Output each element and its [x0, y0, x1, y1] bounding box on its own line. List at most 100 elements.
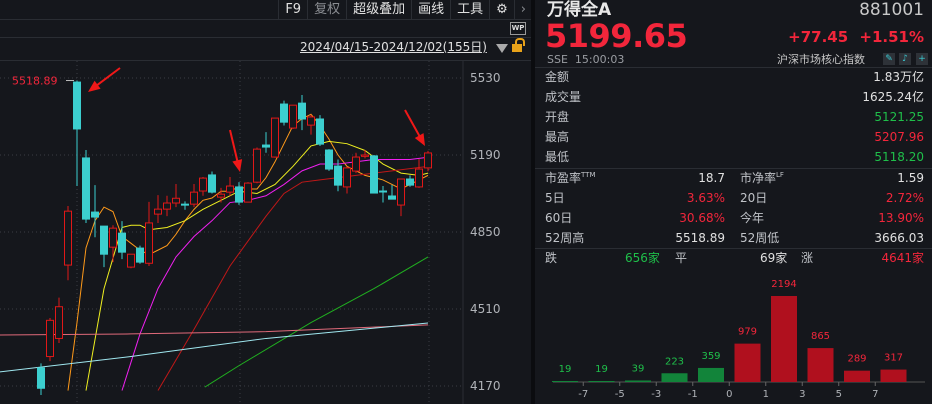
- candle: [235, 182, 243, 205]
- moving-average-line: [204, 256, 429, 388]
- stat-label: 52周低: [740, 231, 780, 245]
- candle: [424, 150, 432, 172]
- date-range-selector[interactable]: 2024/04/15-2024/12/02(155日): [300, 40, 487, 54]
- down-count: 656家: [625, 251, 660, 265]
- stat-label: 最低: [545, 150, 570, 164]
- y-tick-label: 5190: [470, 148, 501, 162]
- distribution-bar: [625, 380, 651, 382]
- candle: [199, 176, 207, 196]
- panel-divider[interactable]: [531, 0, 535, 404]
- flat-label: 平: [675, 251, 688, 265]
- quote-panel: 万得全A 881001 5199.65 +77.45 +1.51% SSE 15…: [535, 0, 932, 404]
- candle: [73, 80, 81, 187]
- up-count: 4641家: [881, 251, 924, 265]
- stat-value: 18.7: [698, 171, 725, 185]
- candle: [55, 297, 63, 343]
- candle: [145, 201, 153, 266]
- candle: [352, 152, 360, 174]
- bar-value-label: 317: [884, 353, 903, 364]
- toolbar-draw-button[interactable]: 画线: [411, 0, 450, 20]
- flat-count: 69家: [760, 251, 788, 265]
- pencil-icon[interactable]: ✎: [883, 53, 895, 65]
- stat-value: 1.83万亿: [873, 70, 924, 84]
- stat-label: 60日: [545, 211, 573, 225]
- x-tick-label: -5: [615, 389, 625, 400]
- bar-value-label: 39: [632, 363, 645, 374]
- x-tick-label: 5: [836, 389, 842, 400]
- candle: [154, 195, 162, 223]
- kline-panel: 5530 5190 4850 4510 4170 5518.89 F9 复权 超级叠加 画…: [0, 0, 532, 404]
- stat-row: 最高 5207.96: [535, 127, 932, 147]
- candle: [127, 253, 135, 269]
- candle: [289, 104, 297, 129]
- distribution-bar: [771, 296, 797, 382]
- bell-icon[interactable]: ♪: [899, 53, 911, 65]
- candle: [262, 132, 270, 153]
- candle: [397, 178, 405, 217]
- last-price: 5199.65: [545, 17, 688, 55]
- bar-value-label: 19: [559, 364, 572, 375]
- x-tick-label: -7: [578, 389, 588, 400]
- candle: [136, 245, 144, 264]
- exchange: SSE: [547, 53, 568, 66]
- stat-row: 60日 30.68% 今年 13.90%: [535, 208, 932, 228]
- stat-label: 市盈率TTM: [545, 171, 596, 185]
- distribution-bar: [661, 373, 688, 382]
- gear-icon[interactable]: ⚙: [489, 0, 514, 20]
- bar-value-label: 979: [738, 327, 757, 338]
- x-tick-label: 0: [726, 389, 732, 400]
- stat-row: 金额 1.83万亿: [535, 67, 932, 87]
- moving-average-line: [0, 324, 429, 336]
- toolbar-overlay-button[interactable]: 超级叠加: [346, 0, 411, 20]
- candle: [244, 182, 252, 203]
- distribution-bar: [844, 370, 870, 382]
- stat-value: 3.63%: [686, 191, 725, 205]
- stat-value: 2.72%: [885, 191, 924, 205]
- distribution-bar: [588, 381, 615, 382]
- toolbar-adjust-button[interactable]: 复权: [307, 0, 346, 20]
- divider: [535, 248, 932, 249]
- stat-value: 13.90%: [878, 211, 924, 225]
- stat-value: 30.68%: [679, 211, 725, 225]
- candle: [46, 318, 54, 362]
- candle: [388, 184, 396, 200]
- caret-down-icon[interactable]: [496, 44, 508, 53]
- plus-icon[interactable]: +: [916, 53, 928, 65]
- stat-label: 最高: [545, 130, 570, 144]
- distribution-bar: [698, 367, 724, 382]
- kline-chart[interactable]: 5530 5190 4850 4510 4170 5518.89: [0, 0, 532, 404]
- x-tick-label: -1: [688, 389, 698, 400]
- y-tick-label: 4510: [470, 302, 501, 316]
- candle: [172, 183, 180, 208]
- toolbar-tools-button[interactable]: 工具: [450, 0, 489, 20]
- candle: [208, 171, 216, 194]
- candle: [82, 150, 90, 223]
- divider: [0, 60, 532, 61]
- stat-value: 5118.20: [874, 150, 924, 164]
- divider: [0, 37, 532, 38]
- candle: [118, 221, 126, 260]
- candle: [91, 185, 99, 238]
- candle: [163, 195, 171, 217]
- stat-value: 5121.25: [874, 110, 924, 124]
- stat-row: 5日 3.63% 20日 2.72%: [535, 188, 932, 208]
- candle: [190, 183, 198, 208]
- x-tick-label: 3: [799, 389, 805, 400]
- lock-icon[interactable]: [512, 38, 525, 52]
- chevron-right-icon[interactable]: ›: [513, 0, 532, 20]
- stat-value: 1.59: [897, 171, 924, 185]
- red-arrow-icon: [88, 67, 121, 92]
- distribution-bar: [734, 343, 761, 382]
- wp-icon[interactable]: WP: [510, 22, 526, 35]
- divider: [535, 168, 932, 169]
- stat-label: 金额: [545, 70, 570, 84]
- security-name: 万得全A: [547, 0, 612, 20]
- candle: [226, 176, 234, 196]
- security-code: 881001: [859, 0, 924, 20]
- stat-value: 5207.96: [874, 130, 924, 144]
- exchange-time: SSE 15:00:03: [547, 54, 624, 66]
- candle: [100, 225, 108, 268]
- stat-label: 20日: [740, 191, 768, 205]
- toolbar-f9-button[interactable]: F9: [278, 0, 307, 20]
- change-distribution-chart: 19 19 39 223 359 979 2194 865 289 317 -7 -5 -3 -1 0 1 3 5…: [552, 279, 925, 400]
